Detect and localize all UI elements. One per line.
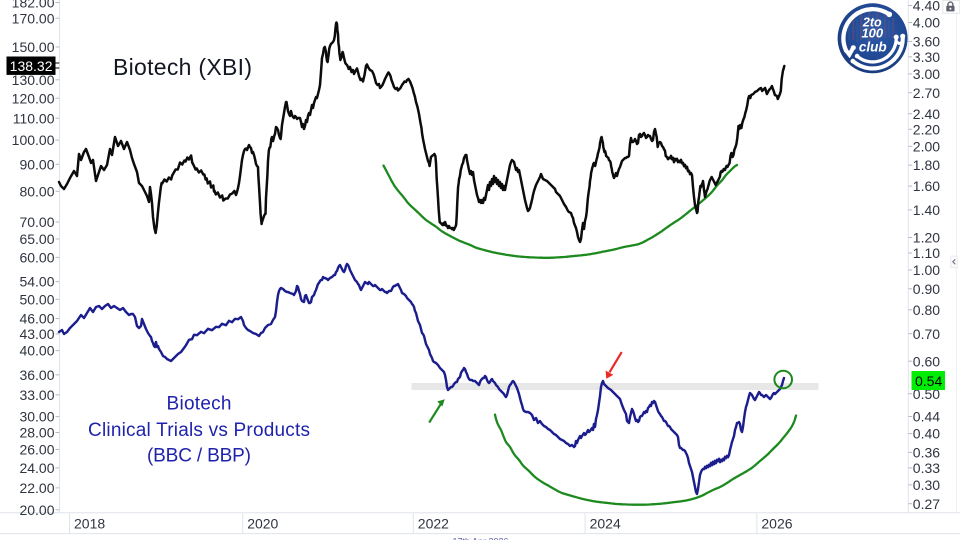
svg-text:3.30: 3.30 (913, 49, 940, 65)
svg-text:170.00: 170.00 (12, 10, 55, 26)
svg-text:80.00: 80.00 (19, 183, 54, 199)
svg-text:110.00: 110.00 (13, 110, 55, 126)
svg-text:40.00: 40.00 (19, 343, 54, 359)
svg-text:26.00: 26.00 (19, 442, 54, 458)
svg-text:1.20: 1.20 (913, 230, 940, 246)
svg-text:0.30: 0.30 (913, 477, 940, 493)
svg-text:100: 100 (861, 26, 883, 41)
svg-text:1.00: 1.00 (913, 262, 940, 278)
svg-text:2022: 2022 (418, 515, 449, 531)
svg-text:0.27: 0.27 (913, 496, 940, 512)
svg-text:0.54: 0.54 (915, 373, 942, 389)
svg-text:50.00: 50.00 (19, 291, 54, 307)
svg-text:0.90: 0.90 (913, 281, 940, 297)
svg-text:Biotech: Biotech (167, 394, 232, 415)
svg-text:17th Apr 2026: 17th Apr 2026 (452, 537, 508, 540)
svg-text:0.80: 0.80 (913, 302, 940, 318)
svg-text:0.44: 0.44 (913, 409, 940, 425)
svg-text:30.00: 30.00 (19, 409, 54, 425)
svg-text:0.60: 0.60 (913, 353, 940, 369)
svg-text:0.40: 0.40 (913, 426, 940, 442)
svg-text:1.80: 1.80 (913, 157, 940, 173)
svg-text:130.00: 130.00 (12, 72, 55, 88)
svg-text:138.32: 138.32 (10, 58, 53, 74)
svg-text:70.00: 70.00 (19, 214, 54, 230)
svg-text:33.00: 33.00 (19, 387, 54, 403)
svg-text:3.60: 3.60 (913, 34, 940, 50)
svg-text:2.40: 2.40 (913, 106, 940, 122)
svg-text:90.00: 90.00 (19, 156, 54, 172)
svg-text:3.00: 3.00 (913, 66, 940, 82)
svg-text:2024: 2024 (590, 515, 621, 531)
svg-text:Clinical Trials vs Products: Clinical Trials vs Products (88, 420, 310, 441)
svg-text:4.40: 4.40 (913, 0, 940, 14)
svg-text:46.00: 46.00 (19, 311, 54, 327)
svg-text:24.00: 24.00 (19, 460, 54, 476)
svg-text:0.33: 0.33 (913, 460, 940, 476)
svg-text:1.40: 1.40 (913, 202, 940, 218)
svg-text:36.00: 36.00 (19, 367, 54, 383)
svg-text:2020: 2020 (247, 515, 278, 531)
svg-text:Biotech (XBI): Biotech (XBI) (113, 54, 252, 80)
svg-text:28.00: 28.00 (19, 425, 54, 441)
svg-text:150.00: 150.00 (12, 39, 55, 55)
svg-text:(BBC / BBP): (BBC / BBP) (147, 446, 251, 467)
svg-text:22.00: 22.00 (19, 480, 54, 496)
svg-text:2to: 2to (862, 16, 882, 30)
svg-text:0.36: 0.36 (913, 445, 940, 461)
svg-text:club: club (859, 40, 887, 55)
svg-text:120.00: 120.00 (12, 90, 55, 106)
svg-text:2026: 2026 (761, 515, 792, 531)
svg-text:60.00: 60.00 (19, 250, 54, 266)
svg-text:43.00: 43.00 (19, 326, 54, 342)
svg-text:2.70: 2.70 (913, 85, 940, 101)
svg-text:54.00: 54.00 (19, 274, 54, 290)
svg-text:65.00: 65.00 (19, 231, 54, 247)
svg-text:182.00: 182.00 (12, 0, 55, 11)
svg-text:0.70: 0.70 (913, 326, 940, 342)
svg-text:1.10: 1.10 (913, 245, 940, 261)
svg-text:2.20: 2.20 (913, 121, 940, 137)
svg-text:2018: 2018 (74, 515, 105, 531)
svg-text:100.00: 100.00 (12, 132, 55, 148)
svg-text:2.00: 2.00 (913, 138, 940, 154)
svg-text:20.00: 20.00 (19, 502, 54, 518)
svg-text:4.00: 4.00 (913, 15, 940, 31)
svg-text:1.60: 1.60 (913, 178, 940, 194)
